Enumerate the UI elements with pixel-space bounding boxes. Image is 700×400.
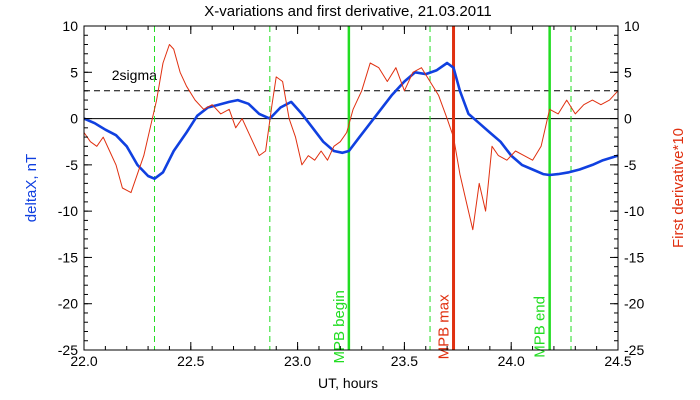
- y-tick-label-right-6: -20: [624, 296, 644, 312]
- y-tick-label-left-5: -15: [58, 249, 78, 265]
- y-tick-label-right-7: -25: [624, 342, 644, 358]
- y-tick-label-left-0: 10: [62, 18, 78, 34]
- series-deltaX: [83, 61, 619, 180]
- y-tick-label-right-2: 0: [624, 111, 632, 127]
- plot-area: 2sigma MPB begin MPB max MPB end 22.0 22.5 23.…: [58, 18, 645, 369]
- y-axis-label-left: deltaX, nT: [23, 154, 40, 222]
- x-axis-label: UT, hours: [318, 375, 378, 391]
- y-tick-label-left-6: -20: [58, 296, 78, 312]
- y-axis-label-right: First derivative*10: [670, 128, 687, 248]
- y-tick-label-right-4: -10: [624, 203, 644, 219]
- y-tick-label-right-0: 10: [624, 18, 640, 34]
- x-tick-label-5: 24.5: [604, 353, 631, 369]
- y-tick-label-right-5: -15: [624, 249, 644, 265]
- x-tick-label-3: 23.5: [391, 353, 418, 369]
- x-tick-label-0: 22.0: [70, 353, 97, 369]
- plot-frame: [83, 25, 619, 351]
- y-tick-label-right-1: 5: [624, 64, 632, 80]
- series-derivative: [83, 44, 619, 231]
- y-tick-label-left-3: -5: [66, 157, 79, 173]
- x-tick-label-1: 22.5: [177, 353, 204, 369]
- x-tick-label-2: 23.0: [284, 353, 311, 369]
- mpb-begin-label: MPB begin: [331, 290, 348, 363]
- y-tick-label-left-2: 0: [70, 111, 78, 127]
- y-tick-label-left-4: -10: [58, 203, 78, 219]
- sigma-label: 2sigma: [112, 67, 157, 83]
- mpb-max-label: MPB max: [436, 294, 453, 360]
- mpb-end-label: MPB end: [532, 296, 549, 358]
- chart-title: X-variations and first derivative, 21.03…: [204, 3, 491, 20]
- y-tick-label-left-1: 5: [70, 64, 78, 80]
- y-tick-label-left-7: -25: [58, 342, 78, 358]
- x-tick-label-4: 24.0: [498, 353, 525, 369]
- y-tick-label-right-3: -5: [624, 157, 637, 173]
